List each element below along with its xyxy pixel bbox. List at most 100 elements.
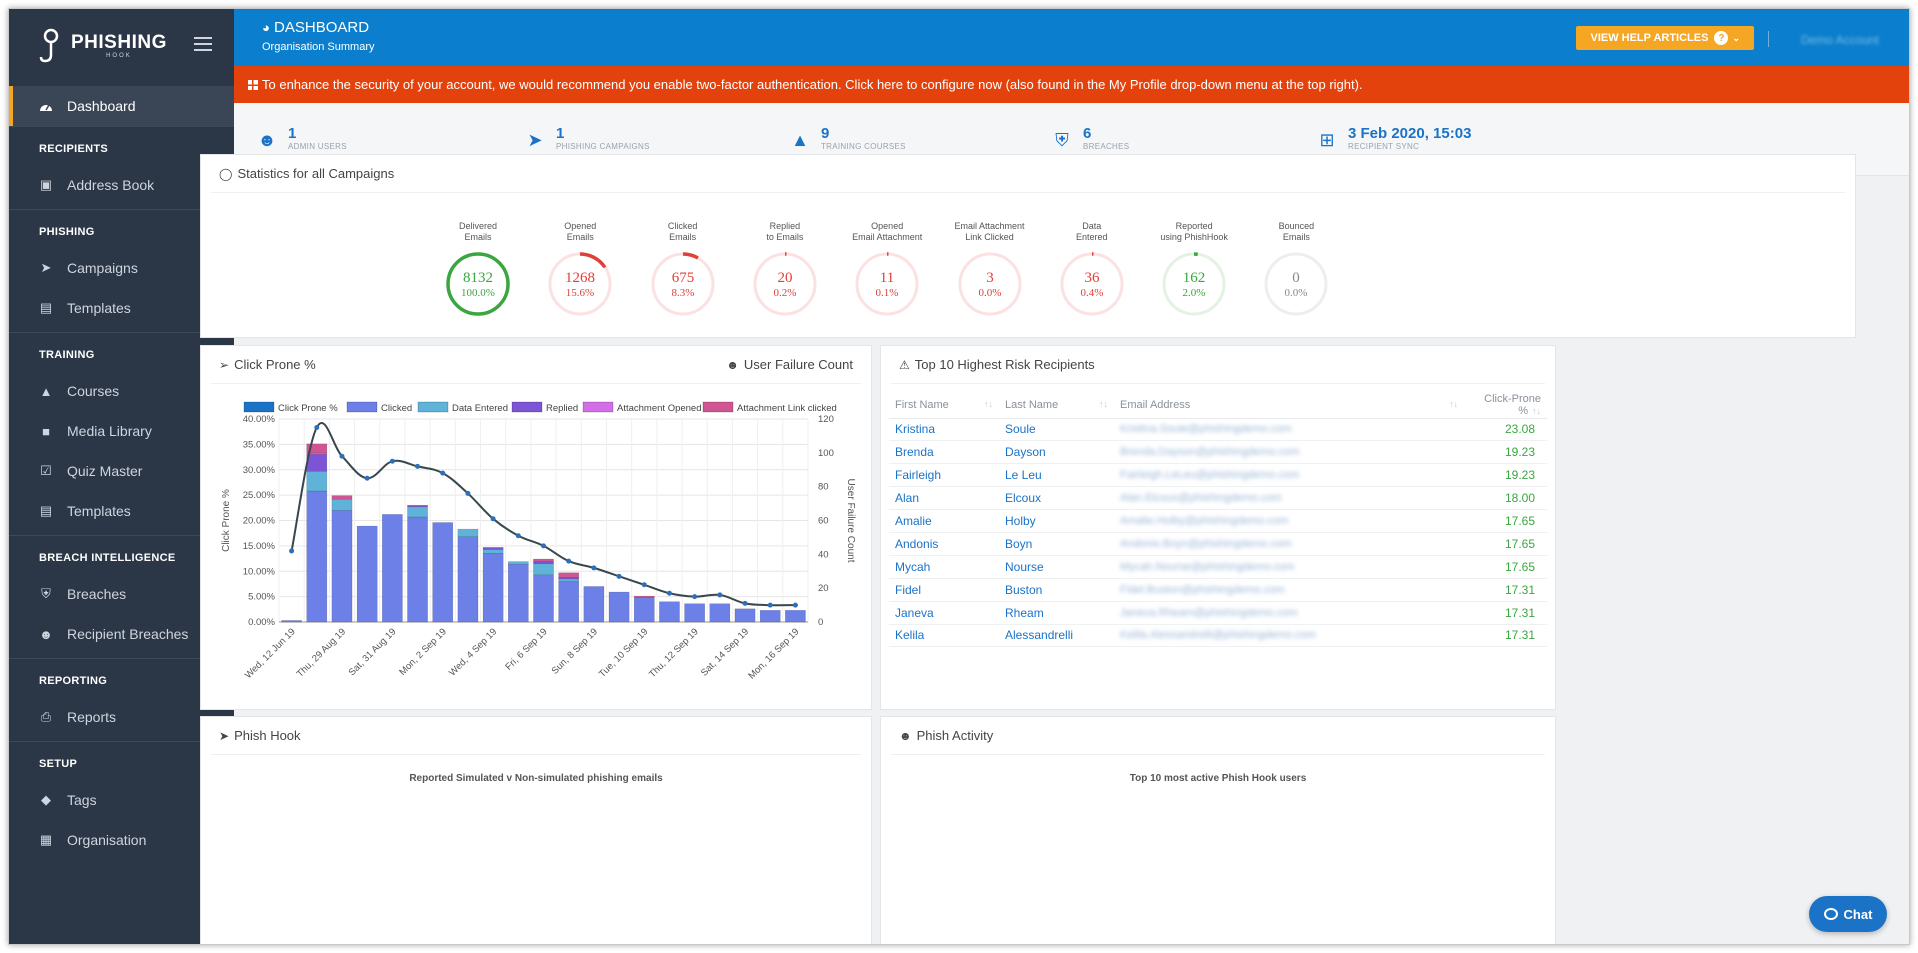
table-row[interactable]: Mycah Nourse Mycah.Nourse@phishingdemo.com… [889,555,1547,579]
legend-item[interactable]: Attachment Opened [582,401,702,414]
legend-item[interactable]: Replied [511,401,578,414]
line-point[interactable] [566,558,572,564]
email-cell[interactable]: Fidel.Buston@phishingdemo.com [1114,578,1464,602]
first-name-cell[interactable]: Alan [889,486,999,511]
last-name-cell[interactable]: Rheam [999,601,1114,625]
line-point[interactable] [515,533,521,539]
email-cell[interactable]: Kristina.Soule@phishingdemo.com [1114,418,1464,442]
bar-segment-clicked[interactable] [432,522,454,623]
last-name-cell[interactable]: Holby [999,509,1114,533]
legend-item[interactable]: Data Entered [417,401,508,414]
bar-segment-attachment-link-clicked[interactable] [633,595,655,598]
line-point[interactable] [314,424,320,430]
email-cell[interactable]: Alan.Elcoux@phishingdemo.com [1114,486,1464,511]
bar-segment-clicked[interactable] [684,603,705,623]
line-point[interactable] [364,475,370,481]
legend-item[interactable]: Attachment Link clicked [702,401,837,414]
bar-segment-clicked[interactable] [709,603,731,623]
line-point[interactable] [641,582,647,588]
last-name-cell[interactable]: Boyn [999,532,1114,556]
sidebar-item-breaches[interactable]: ⛨ Breaches [9,574,234,614]
bar-segment-data-entered[interactable] [306,471,328,492]
bar-segment-clicked[interactable] [382,514,403,623]
line-point[interactable] [616,573,622,579]
view-help-articles-button[interactable]: VIEW HELP ARTICLES ? ⌄ [1576,26,1754,50]
last-name-cell[interactable]: Le Leu [999,463,1114,488]
sidebar-item-dashboard[interactable]: Dashboard [9,86,234,126]
line-point[interactable] [389,458,395,464]
first-name-cell[interactable]: Amalie [889,509,999,533]
stat-gauge[interactable]: Opened Emails 1268 15.6% [537,221,623,324]
stat-gauge[interactable]: Email Attachment Link Clicked 3 0.0% [947,221,1033,324]
sidebar-item-campaigns[interactable]: ➤ Campaigns [9,248,234,288]
bar-segment-data-entered[interactable] [331,498,353,511]
bar-segment-replied[interactable] [306,454,328,472]
bar-segment-attachment-link-clicked[interactable] [306,443,328,454]
column-header[interactable]: Click-Prone % ↑↓ [1464,392,1547,419]
table-row[interactable]: Fairleigh Le Leu Fairleigh.LeLeu@phishingd… [889,463,1547,488]
line-point[interactable] [415,463,421,469]
email-cell[interactable]: Kelila.Alessandrelli@phishingdemo.com [1114,624,1464,648]
line-point[interactable] [692,594,698,600]
stat-gauge[interactable]: Reported using PhishHook 162 2.0% [1151,221,1237,324]
chat-button[interactable]: Chat [1809,896,1887,932]
email-cell[interactable]: Mycah.Nourse@phishingdemo.com [1114,555,1464,579]
bar-segment-clicked[interactable] [533,574,554,623]
last-name-cell[interactable]: Alessandrelli [999,624,1114,648]
line-point[interactable] [591,565,597,571]
bar-segment-replied[interactable] [407,505,428,508]
line-point[interactable] [792,602,798,608]
line-point[interactable] [490,516,496,522]
line-point[interactable] [289,548,295,554]
line-point[interactable] [742,600,748,606]
bar-segment-clicked[interactable] [759,610,781,623]
line-point[interactable] [339,453,345,459]
bar-segment-data-entered[interactable] [507,561,529,565]
account-menu[interactable]: Demo Account [1800,33,1879,47]
bar-segment-attachment-link-clicked[interactable] [533,558,554,562]
logo[interactable]: PHISHING HOOK [9,9,234,83]
stat-gauge[interactable]: Replied to Emails 20 0.2% [742,221,828,324]
bar-segment-clicked[interactable] [633,597,655,623]
last-name-cell[interactable]: Elcoux [999,486,1114,511]
sidebar-item-quiz-master[interactable]: ☑ Quiz Master [9,451,234,491]
two-factor-banner[interactable]: To enhance the security of your account,… [234,66,1909,103]
bar-segment-data-entered[interactable] [482,549,504,554]
table-row[interactable]: Janeva Rheam Janeva.Rheam@phishingdemo.com… [889,601,1547,625]
line-point[interactable] [440,470,446,476]
user-failure-count-toggle[interactable]: ☻ User Failure Count [726,357,853,372]
first-name-cell[interactable]: Fairleigh [889,463,999,488]
table-row[interactable]: Andonis Boyn Andonis.Boyn@phishingdemo.com… [889,532,1547,556]
bar-segment-replied[interactable] [533,561,554,564]
sidebar-item-courses[interactable]: ▲ Courses [9,371,234,411]
bar-segment-clicked[interactable] [785,610,806,623]
bar-segment-clicked[interactable] [281,620,302,623]
first-name-cell[interactable]: Brenda [889,440,999,465]
bar-segment-data-entered[interactable] [457,528,479,537]
bar-segment-attachment-link-clicked[interactable] [558,572,580,578]
first-name-cell[interactable]: Andonis [889,532,999,556]
first-name-cell[interactable]: Mycah [889,555,999,579]
first-name-cell[interactable]: Kristina [889,418,999,442]
legend-item[interactable]: Click Prone % [243,401,338,414]
bar-segment-clicked[interactable] [659,601,680,623]
table-row[interactable]: Fidel Buston Fidel.Buston@phishingdemo.com… [889,578,1547,602]
stat-gauge[interactable]: Clicked Emails 675 8.3% [640,221,726,324]
last-name-cell[interactable]: Soule [999,418,1114,442]
first-name-cell[interactable]: Kelila [889,624,999,648]
column-header[interactable]: Last Name ↑↓ [999,392,1114,419]
menu-toggle-icon[interactable] [194,37,212,51]
line-point[interactable] [465,490,471,496]
bar-segment-clicked[interactable] [407,516,428,623]
bar-segment-data-entered[interactable] [558,578,580,582]
bar-segment-data-entered[interactable] [533,563,554,576]
legend-item[interactable]: Clicked [346,401,412,414]
sidebar-item-tags[interactable]: ◆ Tags [9,780,234,820]
bar-segment-clicked[interactable] [507,563,529,623]
table-row[interactable]: Alan Elcoux Alan.Elcoux@phishingdemo.com 18… [889,486,1547,511]
stat-gauge[interactable]: Bounced Emails 0 0.0% [1253,221,1339,324]
bar-segment-clicked[interactable] [734,608,756,623]
bar-segment-clicked[interactable] [457,536,479,623]
column-header[interactable]: First Name ↑↓ [889,392,999,419]
bar-segment-data-entered[interactable] [407,506,428,518]
